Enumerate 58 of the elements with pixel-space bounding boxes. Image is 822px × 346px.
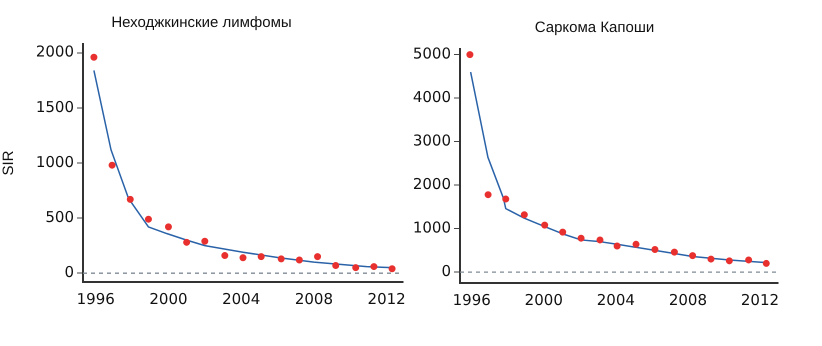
x-tick-label: 2004 (222, 290, 260, 308)
y-tick-label: 2000 (412, 175, 451, 194)
point (689, 252, 696, 260)
point (670, 248, 678, 256)
y-axis-title: SIR (0, 150, 18, 176)
point (296, 256, 303, 264)
y-tick-label: 1000 (412, 218, 451, 237)
chart-title: Неходжкинские лимфомы (111, 14, 292, 32)
y-tick-label: 5000 (412, 44, 451, 63)
point (183, 238, 190, 246)
point (388, 265, 396, 272)
point (314, 253, 322, 260)
point (520, 211, 528, 218)
point (726, 257, 733, 264)
y-tick-label: 3000 (412, 132, 451, 150)
point (502, 196, 510, 203)
x-tick-label: 2000 (524, 290, 563, 309)
y-tick-label: 500 (45, 208, 74, 226)
point (745, 256, 752, 264)
point (596, 236, 604, 244)
point (126, 196, 134, 203)
y-tick-label: 1000 (36, 152, 74, 171)
y-tick-label: 1500 (36, 98, 74, 116)
point (240, 254, 246, 262)
point (578, 234, 585, 242)
point (707, 256, 714, 263)
point (762, 260, 770, 267)
point (258, 253, 265, 260)
point (614, 242, 621, 250)
x-tick-label: 2004 (596, 290, 635, 309)
point (541, 222, 548, 229)
y-tick-label: 2000 (36, 42, 74, 61)
x-tick-label: 2008 (294, 290, 334, 308)
point (559, 228, 566, 236)
point (651, 246, 658, 254)
point (90, 54, 98, 61)
chart-title: Саркома Капоши (534, 19, 654, 36)
x-tick-label: 2012 (740, 290, 780, 309)
point (632, 240, 640, 248)
point (352, 264, 360, 272)
x-tick-label: 2008 (668, 290, 708, 309)
y-tick-label: 0 (441, 262, 451, 280)
point (164, 223, 172, 230)
point (144, 216, 152, 223)
x-tick-label: 2000 (149, 290, 188, 308)
point (466, 51, 474, 58)
y-tick-label: 4000 (412, 88, 451, 106)
point (278, 255, 285, 262)
point (108, 162, 116, 169)
point (370, 263, 378, 270)
point (484, 191, 492, 198)
x-tick-label: 2012 (368, 290, 406, 308)
point (332, 262, 340, 269)
point (201, 238, 208, 245)
point (221, 252, 228, 260)
y-tick-label: 0 (64, 263, 74, 282)
x-tick-label: 1996 (452, 290, 491, 309)
x-tick-label: 1996 (76, 290, 115, 308)
